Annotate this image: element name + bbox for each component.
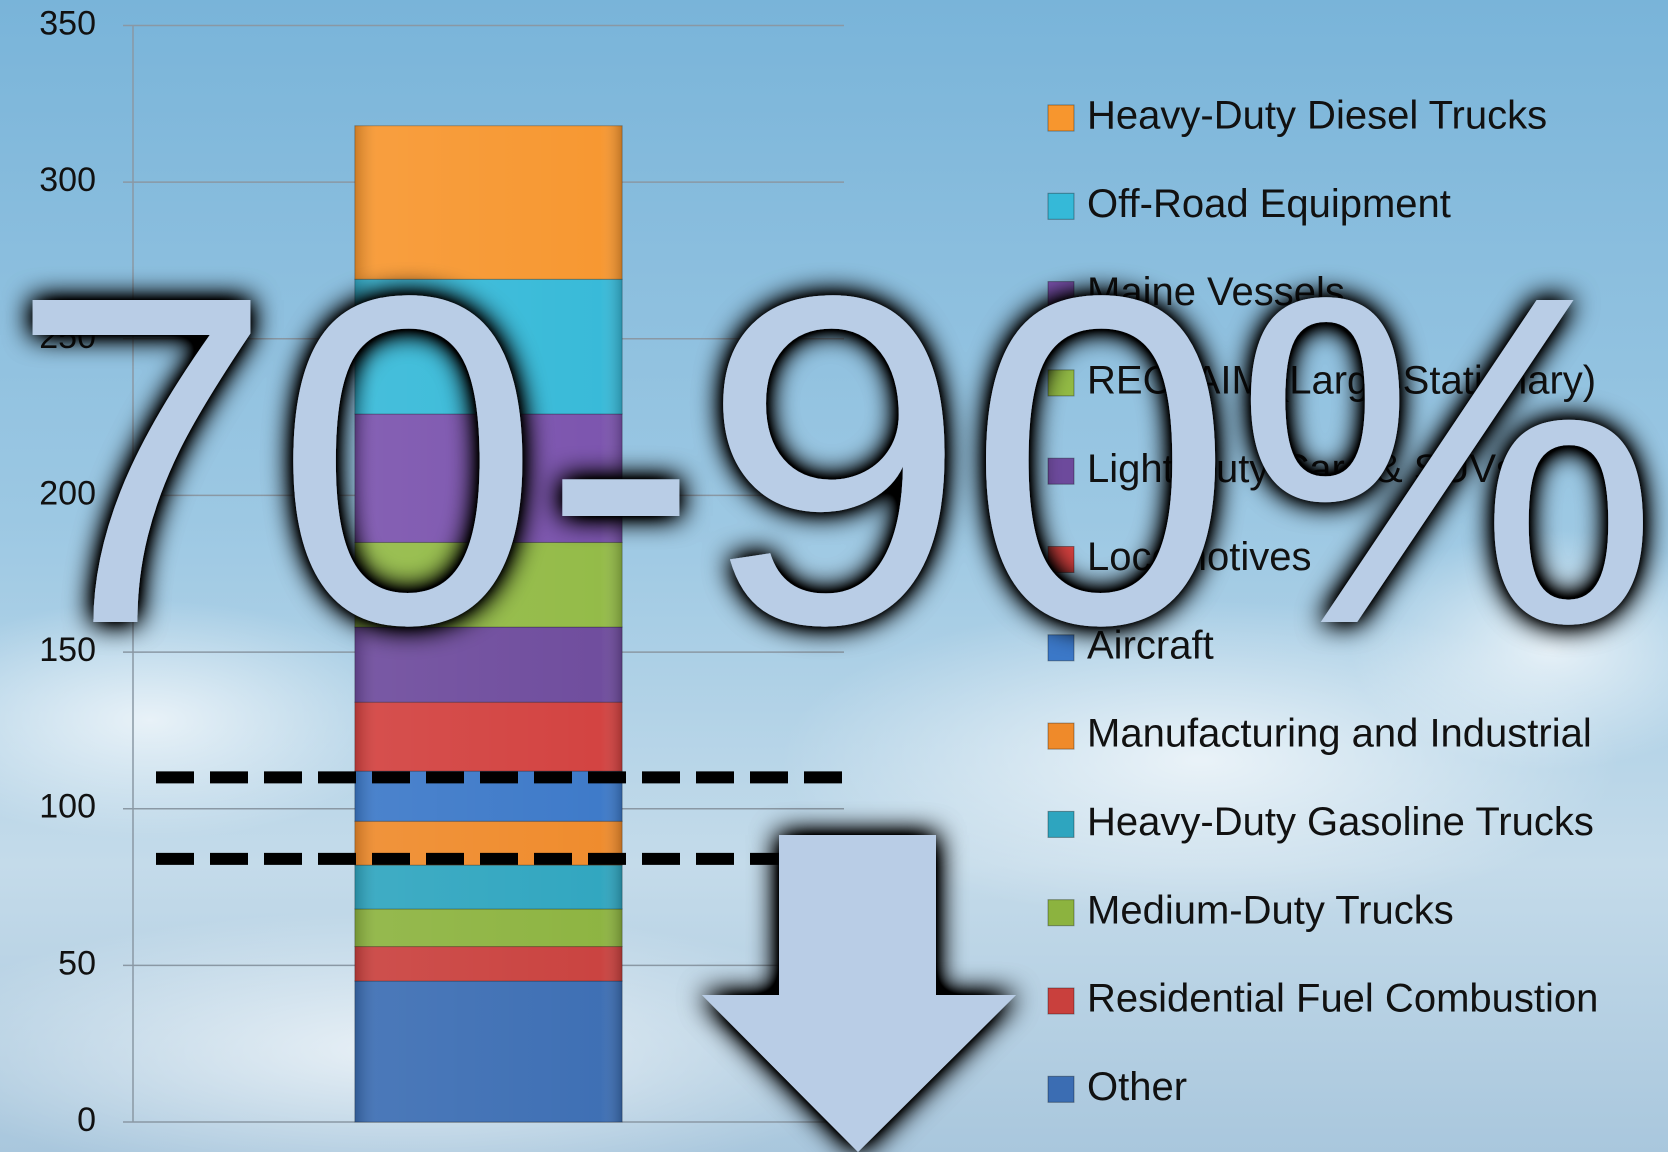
legend-label: Heavy-Duty Diesel Trucks <box>1087 94 1547 138</box>
legend-swatch <box>1048 1076 1074 1102</box>
legend-label: Other <box>1087 1065 1187 1109</box>
y-tick-label: 300 <box>39 161 96 199</box>
legend-swatch <box>1048 723 1074 749</box>
legend-label: Medium-Duty Trucks <box>1087 888 1454 932</box>
bar-segment-shade <box>355 865 622 909</box>
legend-swatch <box>1048 988 1074 1014</box>
legend-swatch <box>1048 900 1074 926</box>
bar-segment-shade <box>355 909 622 947</box>
chart: 050100150200250300350 Heavy-Duty Diesel … <box>0 0 1668 1152</box>
bar-segment-shade <box>355 981 622 1122</box>
y-tick-label: 100 <box>39 788 96 826</box>
big-annotation: 70-90% <box>8 199 1660 722</box>
y-tick-label: 0 <box>77 1101 96 1139</box>
y-tick-label: 50 <box>58 944 96 982</box>
legend-label: Residential Fuel Combustion <box>1087 977 1598 1021</box>
bar-segment-shade <box>355 947 622 981</box>
y-tick-label: 350 <box>39 4 96 42</box>
legend-label: Heavy-Duty Gasoline Trucks <box>1087 800 1594 844</box>
legend-swatch <box>1048 811 1074 837</box>
legend-swatch <box>1048 105 1074 131</box>
